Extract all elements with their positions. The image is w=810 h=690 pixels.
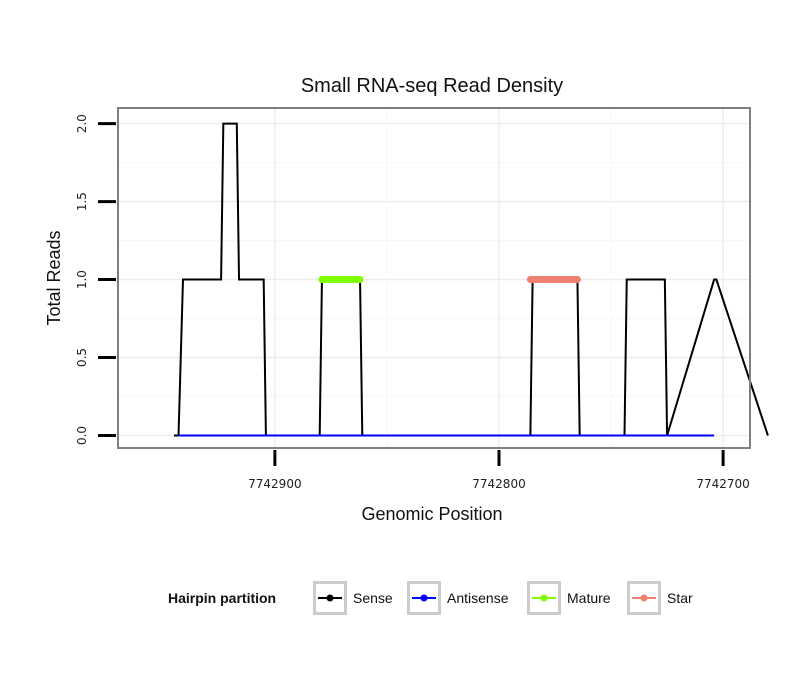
y-tick-label: 2.0 — [75, 114, 89, 133]
legend-title: Hairpin partition — [168, 590, 276, 606]
series-sense-line — [174, 122, 769, 437]
chart-title: Small RNA-seq Read Density — [301, 75, 563, 97]
y-tick-label: 0.0 — [75, 426, 89, 445]
y-axis-label: Total Reads — [44, 230, 64, 325]
y-tick-label: 0.5 — [75, 348, 89, 367]
y-tick-label: 1.5 — [75, 192, 89, 211]
x-axis: 7742900 7742800 7742700 — [248, 450, 750, 491]
legend-label: Sense — [353, 590, 393, 606]
legend-key-point — [326, 594, 334, 602]
x-tick-label: 7742900 — [248, 477, 301, 491]
y-tick-label: 1.0 — [75, 270, 89, 289]
x-axis-label: Genomic Position — [361, 504, 502, 524]
plot-border — [117, 107, 751, 449]
legend-key-point — [420, 594, 428, 602]
legend-key-point — [640, 594, 648, 602]
legend-label: Antisense — [447, 590, 509, 606]
y-axis: 0.0 0.5 1.0 1.5 2.0 — [75, 114, 116, 445]
legend-entry-star: Star — [627, 581, 693, 615]
legend-label: Star — [667, 590, 693, 606]
x-tick-label: 7742700 — [696, 477, 749, 491]
x-tick-label: 7742800 — [472, 477, 525, 491]
legend-entry-mature: Mature — [527, 581, 611, 615]
legend-label: Mature — [567, 590, 611, 606]
legend-entry-sense: Sense — [313, 581, 393, 615]
legend: Hairpin partition Sense Antisense Mature St… — [168, 581, 693, 615]
series-layer — [174, 122, 769, 437]
legend-key-point — [540, 594, 548, 602]
legend-entry-antisense: Antisense — [407, 581, 509, 615]
